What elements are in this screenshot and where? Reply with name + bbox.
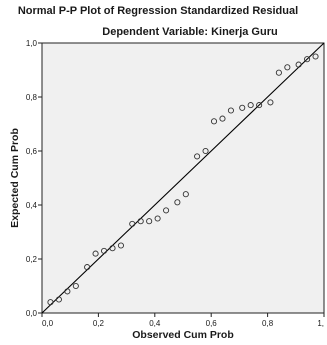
data-point bbox=[163, 207, 170, 214]
y-tick-label: 0,4 bbox=[26, 201, 38, 210]
data-point bbox=[239, 104, 246, 111]
y-tick-label: 1,0 bbox=[26, 39, 38, 48]
data-point bbox=[295, 61, 302, 68]
data-point bbox=[219, 115, 226, 122]
x-axis-title: Observed Cum Prob bbox=[132, 329, 234, 341]
data-point bbox=[47, 299, 54, 306]
data-point bbox=[55, 296, 62, 303]
y-tick-label: 0,8 bbox=[26, 93, 38, 102]
data-point bbox=[117, 242, 125, 249]
data-point bbox=[194, 153, 201, 160]
x-tick-label: 1, bbox=[317, 319, 324, 328]
y-axis-title: Expected Cum Prob bbox=[9, 128, 21, 228]
data-point bbox=[247, 102, 254, 109]
y-tick-label: 0,2 bbox=[26, 255, 38, 264]
data-point bbox=[267, 99, 274, 106]
data-point bbox=[84, 264, 91, 271]
data-point bbox=[146, 218, 153, 225]
data-point bbox=[154, 215, 161, 222]
data-point bbox=[129, 220, 136, 227]
data-point bbox=[227, 107, 234, 114]
x-tick-label: 0,6 bbox=[206, 319, 218, 328]
reference-line bbox=[41, 42, 325, 314]
data-point bbox=[174, 199, 181, 206]
chart-subtitle: Dependent Variable: Kinerja Guru bbox=[102, 26, 277, 38]
data-point bbox=[72, 282, 79, 290]
axis-ticks: 0,0 0,2 0,4 0,6 0,8 1, 0,0 0,2 0,4 0,6 0,8 1,0 bbox=[26, 39, 325, 328]
data-point bbox=[137, 218, 144, 225]
data-point bbox=[275, 69, 282, 76]
x-tick-label: 0,8 bbox=[262, 319, 274, 328]
data-point bbox=[312, 53, 319, 60]
data-point bbox=[304, 56, 311, 63]
data-point bbox=[284, 64, 291, 71]
chart-title: Normal P-P Plot of Regression Standardiz… bbox=[18, 5, 298, 17]
data-point bbox=[256, 102, 263, 109]
data-points bbox=[47, 53, 319, 306]
x-tick-label: 0,2 bbox=[93, 319, 105, 328]
x-tick-label: 0,0 bbox=[42, 319, 54, 328]
data-point bbox=[182, 191, 189, 198]
data-point bbox=[202, 147, 209, 155]
data-point bbox=[92, 250, 99, 257]
y-tick-label: 0,6 bbox=[26, 147, 38, 156]
data-point bbox=[109, 245, 116, 252]
x-tick-label: 0,4 bbox=[149, 319, 161, 328]
data-point bbox=[100, 247, 108, 254]
data-point bbox=[210, 118, 218, 125]
data-point bbox=[64, 288, 71, 295]
y-tick-label: 0,0 bbox=[26, 309, 38, 318]
